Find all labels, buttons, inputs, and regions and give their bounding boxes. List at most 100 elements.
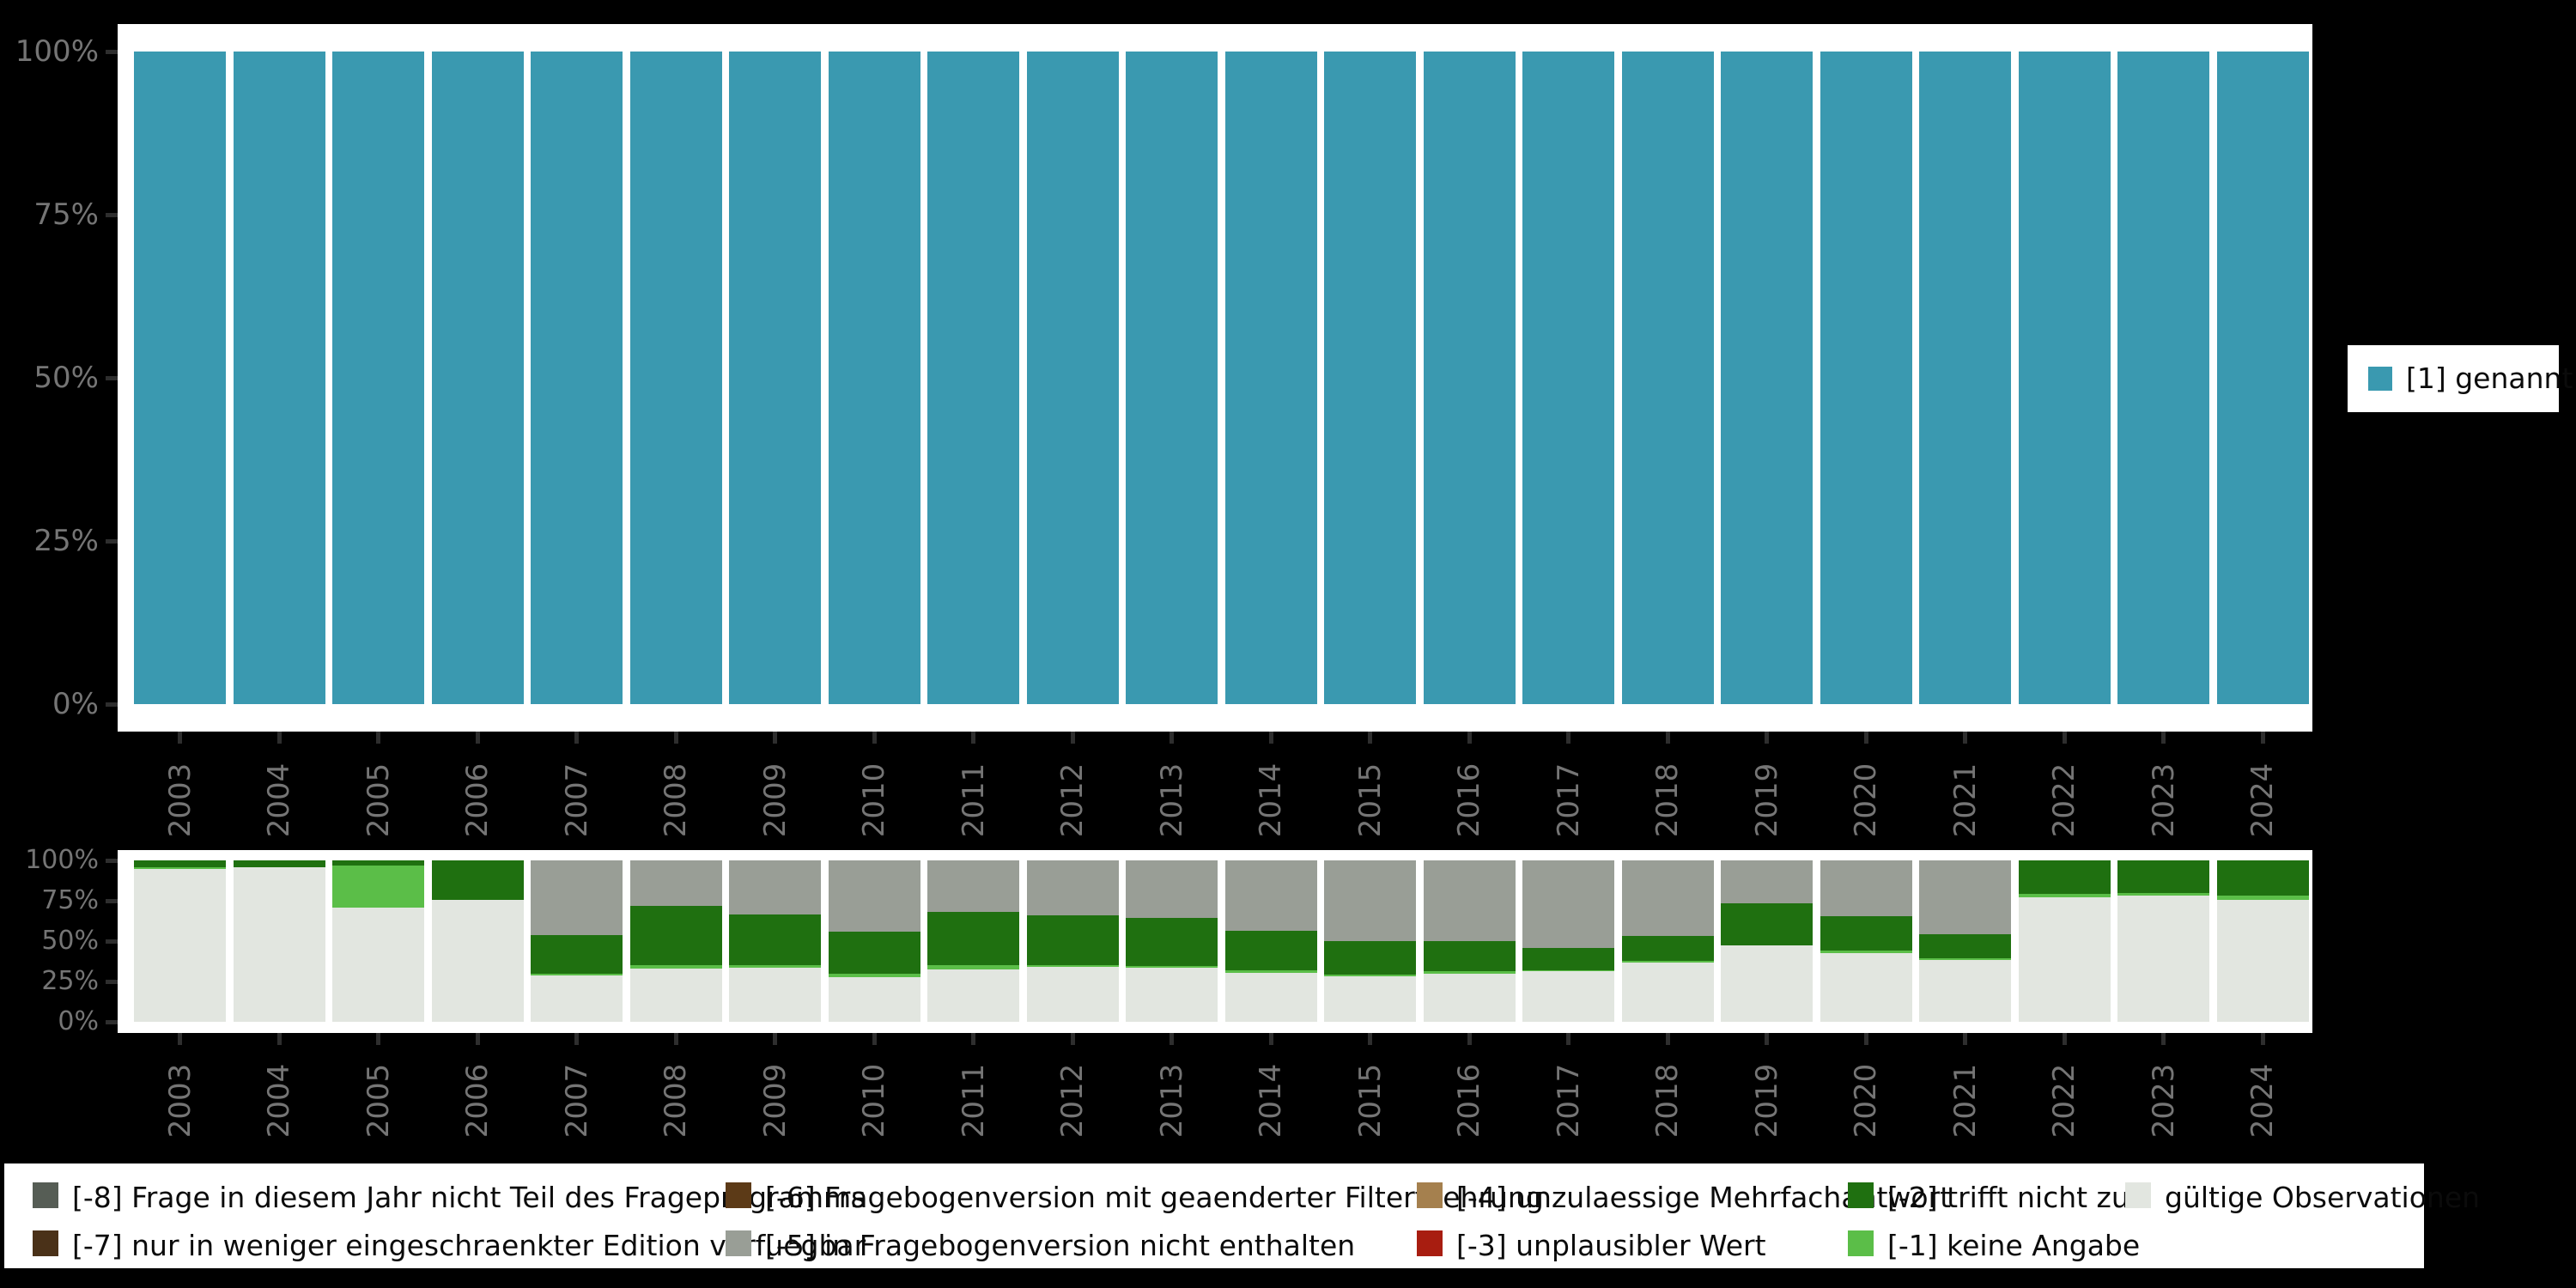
bar-2020 bbox=[1820, 52, 1912, 704]
x-axis-tick bbox=[1863, 732, 1868, 744]
legend-swatch bbox=[726, 1230, 751, 1256]
x-axis-tick bbox=[475, 1033, 480, 1045]
bar-segment-2005 bbox=[332, 865, 424, 908]
x-axis-label-2016: 2016 bbox=[1452, 762, 1486, 838]
bar-2016 bbox=[1423, 52, 1516, 704]
x-axis-tick bbox=[971, 1033, 975, 1045]
x-axis-tick bbox=[1665, 732, 1670, 744]
bar-segment-2008 bbox=[629, 860, 722, 906]
y-axis-tick bbox=[106, 538, 118, 544]
x-axis-tick bbox=[1070, 732, 1075, 744]
y-axis-label: 100% bbox=[25, 845, 99, 876]
y-axis-label: 75% bbox=[33, 197, 99, 232]
x-axis-tick bbox=[2260, 1033, 2265, 1045]
bar-segment-2008 bbox=[629, 905, 722, 966]
bar-segment-2006 bbox=[431, 900, 524, 1022]
bar-segment-2013 bbox=[1126, 917, 1218, 967]
x-axis-label-2015: 2015 bbox=[1352, 1063, 1388, 1139]
bar-2005 bbox=[332, 52, 424, 704]
bar-segment-2005 bbox=[332, 907, 424, 1022]
legend-label: gültige Observationen bbox=[2165, 1181, 2481, 1214]
x-axis-label-2018: 2018 bbox=[1650, 762, 1685, 838]
x-axis-label-2013: 2013 bbox=[1154, 762, 1189, 838]
bar-segment-2017 bbox=[1522, 970, 1614, 1022]
y-axis-label: 100% bbox=[15, 33, 99, 69]
y-axis-tick bbox=[106, 702, 118, 707]
x-axis-label-2024: 2024 bbox=[2245, 1063, 2280, 1139]
x-axis-tick bbox=[1368, 732, 1372, 744]
bar-segment-2012 bbox=[1026, 914, 1119, 966]
bar-segment-2006 bbox=[431, 860, 524, 901]
x-axis-label-2011: 2011 bbox=[956, 762, 991, 838]
top-chart-panel bbox=[118, 24, 2312, 732]
x-axis-label-2007: 2007 bbox=[559, 762, 594, 838]
x-axis-label-2004: 2004 bbox=[262, 762, 296, 838]
x-axis-label-2005: 2005 bbox=[361, 762, 396, 838]
x-axis-label-2012: 2012 bbox=[1055, 762, 1090, 838]
x-axis-tick bbox=[1268, 732, 1273, 744]
x-axis-label-2009: 2009 bbox=[757, 1063, 793, 1139]
bar-segment-2016 bbox=[1423, 970, 1516, 974]
bar-2017 bbox=[1522, 52, 1614, 704]
bar-segment-2020 bbox=[1820, 953, 1912, 1022]
bar-segment-2023 bbox=[2117, 860, 2209, 893]
x-axis-label-2012: 2012 bbox=[1055, 1063, 1090, 1139]
x-axis-tick bbox=[872, 1033, 877, 1045]
x-axis-tick bbox=[178, 1033, 182, 1045]
bar-segment-2011 bbox=[927, 912, 1019, 966]
legend-swatch bbox=[1417, 1230, 1443, 1256]
x-axis-label-2017: 2017 bbox=[1551, 762, 1586, 838]
bar-2022 bbox=[2018, 52, 2111, 704]
x-axis-label-2014: 2014 bbox=[1254, 1063, 1288, 1139]
x-axis-label-2015: 2015 bbox=[1352, 762, 1388, 838]
bar-segment-2017 bbox=[1522, 969, 1614, 971]
x-axis-label-2024: 2024 bbox=[2245, 762, 2280, 838]
bar-segment-2011 bbox=[927, 860, 1019, 913]
x-axis-label-2010: 2010 bbox=[857, 762, 891, 838]
x-axis-tick bbox=[376, 732, 380, 744]
legend-swatch-genannt bbox=[2368, 367, 2392, 391]
bar-segment-2007 bbox=[531, 935, 623, 974]
bar-segment-2014 bbox=[1224, 930, 1317, 970]
bar-segment-2016 bbox=[1423, 941, 1516, 971]
bar-2007 bbox=[531, 52, 623, 704]
bar-2019 bbox=[1721, 52, 1813, 704]
x-axis-label-2004: 2004 bbox=[262, 1063, 296, 1139]
bar-2014 bbox=[1224, 52, 1317, 704]
bar-segment-2005 bbox=[332, 860, 424, 866]
x-axis-label-2003: 2003 bbox=[162, 1063, 197, 1139]
legend-label: [-3] unplausibler Wert bbox=[1456, 1229, 1766, 1262]
bottom-chart-panel bbox=[118, 850, 2312, 1033]
bar-segment-2013 bbox=[1126, 860, 1218, 918]
legend-swatch bbox=[726, 1182, 751, 1208]
bar-segment-2014 bbox=[1224, 972, 1317, 1022]
x-axis-tick bbox=[673, 1033, 678, 1045]
x-axis-label-2020: 2020 bbox=[1849, 1063, 1883, 1139]
x-axis-tick bbox=[1963, 1033, 1967, 1045]
bar-segment-2019 bbox=[1721, 860, 1813, 903]
x-axis-label-2008: 2008 bbox=[659, 1063, 693, 1139]
bar-segment-2021 bbox=[1919, 860, 2011, 935]
bar-segment-2021 bbox=[1919, 959, 2011, 1022]
bar-segment-2024 bbox=[2216, 900, 2309, 1022]
bar-2010 bbox=[828, 52, 920, 704]
x-axis-tick bbox=[475, 732, 480, 744]
x-axis-label-2021: 2021 bbox=[1947, 1063, 1983, 1139]
x-axis-tick bbox=[2161, 1033, 2166, 1045]
bar-2003 bbox=[134, 52, 226, 704]
x-axis-tick bbox=[574, 1033, 579, 1045]
bar-segment-2022 bbox=[2018, 894, 2111, 898]
legend-label: [-2] trifft nicht zu bbox=[1887, 1181, 2129, 1214]
x-axis-label-2018: 2018 bbox=[1650, 1063, 1685, 1139]
y-axis-tick bbox=[106, 979, 118, 984]
x-axis-label-2007: 2007 bbox=[559, 1063, 594, 1139]
x-axis-tick bbox=[673, 732, 678, 744]
bar-segment-2003 bbox=[134, 860, 226, 868]
x-axis-tick bbox=[1467, 1033, 1472, 1045]
legend-bottom: [-8] Frage in diesem Jahr nicht Teil des… bbox=[4, 1163, 2480, 1268]
legend-label: [-1] keine Angabe bbox=[1887, 1229, 2141, 1262]
bar-segment-2023 bbox=[2117, 896, 2209, 1022]
bar-segment-2015 bbox=[1324, 941, 1416, 975]
bar-segment-2007 bbox=[531, 973, 623, 976]
legend-label-genannt: [1] genannt bbox=[2406, 361, 2573, 395]
